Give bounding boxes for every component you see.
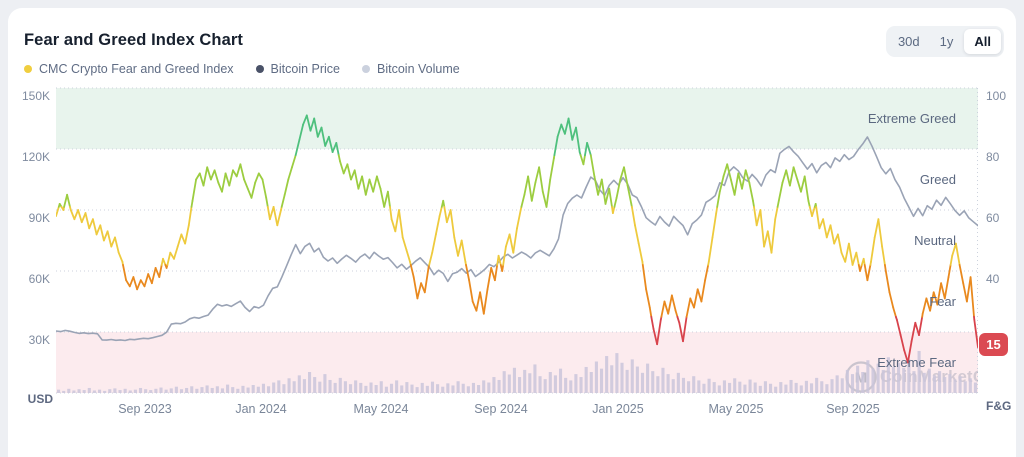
usd-axis-label: USD — [27, 392, 53, 406]
zone-label-extreme-fear: Extreme Fear — [877, 354, 956, 370]
legend-dot — [24, 65, 32, 73]
x-axis-tick: May 2025 — [708, 402, 764, 416]
legend-item-label: CMC Crypto Fear and Greed Index — [39, 62, 234, 76]
zone-label-extreme-greed: Extreme Greed — [867, 110, 956, 126]
y-axis-left-tick: 150K — [21, 89, 50, 103]
bitcoin-price-line — [56, 136, 978, 342]
y-axis-left-tick: 90K — [28, 211, 50, 225]
bitcoin-volume-bars — [57, 351, 977, 393]
zone-label-fear: Fear — [929, 293, 956, 309]
page-title: Fear and Greed Index Chart — [24, 31, 243, 49]
y-axis-left-tick: 60K — [28, 272, 50, 286]
x-axis-tick: Sep 2025 — [826, 402, 880, 416]
range-button-30d[interactable]: 30d — [889, 29, 929, 54]
chart-card: Fear and Greed Index Chart CMC Crypto Fe… — [8, 8, 1016, 457]
legend-item-label: Bitcoin Price — [270, 62, 341, 76]
legend-item[interactable]: Bitcoin Volume — [362, 62, 460, 76]
y-axis-left-tick: 30K — [28, 333, 50, 347]
current-value-badge: 15 — [979, 333, 1008, 356]
range-button-1y[interactable]: 1y — [931, 29, 963, 54]
x-axis-tick: Jan 2025 — [592, 402, 644, 416]
legend-item[interactable]: CMC Crypto Fear and Greed Index — [24, 62, 234, 76]
legend: CMC Crypto Fear and Greed Index Bitcoin P… — [24, 62, 460, 76]
y-axis-right-tick: 40 — [986, 272, 1000, 286]
extreme-greed-zone — [56, 88, 978, 149]
range-switcher: 30d 1y All — [885, 26, 1004, 57]
legend-dot — [255, 65, 264, 73]
fg-axis-label: F&G — [986, 399, 1012, 413]
legend-item-label: Bitcoin Volume — [377, 62, 460, 76]
y-axis-left-tick: 120K — [21, 150, 50, 164]
zone-label-neutral: Neutral — [914, 232, 956, 248]
y-axis-right-tick: 100 — [986, 89, 1007, 103]
extreme-fear-zone — [56, 332, 978, 393]
legend-item[interactable]: Bitcoin Price — [255, 62, 341, 76]
x-axis-tick: May 2024 — [353, 402, 409, 416]
zone-label-greed: Greed — [919, 171, 956, 187]
y-axis-right-tick: 80 — [986, 150, 1000, 164]
range-button-all[interactable]: All — [964, 29, 1001, 54]
fear-greed-chart-plot[interactable]: MCoinMarketCap — [56, 86, 978, 395]
y-axis-right-tick: 60 — [986, 211, 1000, 225]
x-axis-tick: Sep 2023 — [118, 402, 172, 416]
x-axis-tick: Jan 2024 — [235, 402, 287, 416]
legend-dot — [362, 65, 371, 73]
fear-greed-line — [56, 114, 978, 364]
x-axis-tick: Sep 2024 — [474, 402, 528, 416]
